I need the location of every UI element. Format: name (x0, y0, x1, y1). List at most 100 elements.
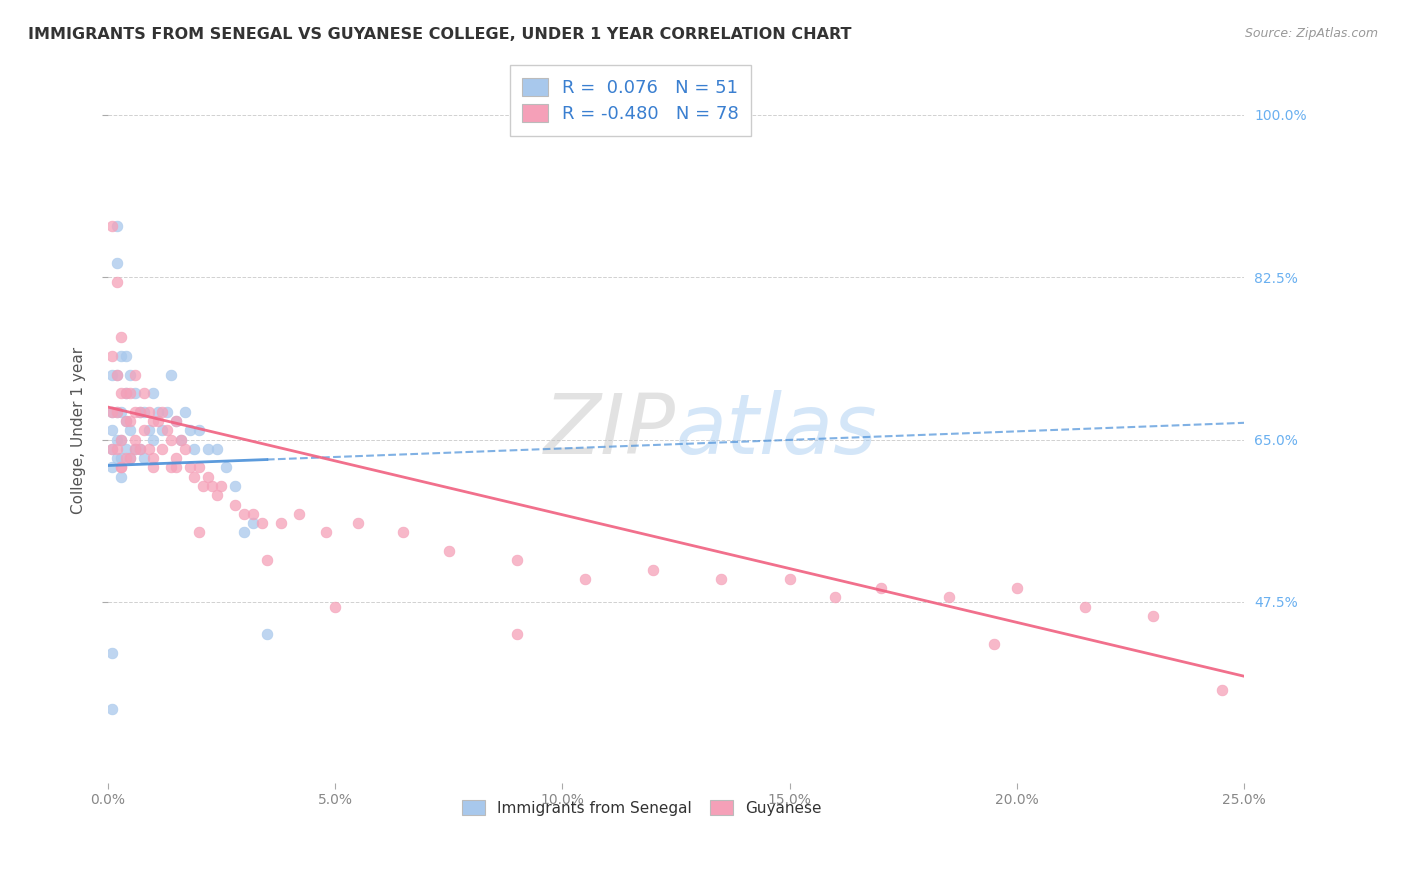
Legend: Immigrants from Senegal, Guyanese: Immigrants from Senegal, Guyanese (453, 790, 831, 825)
Point (128, 405, 150, 419)
Point (869, 581, 891, 595)
Point (115, 349, 138, 363)
Point (101, 405, 124, 419)
Point (146, 414, 169, 428)
Point (105, 256, 128, 270)
Point (110, 460, 132, 475)
Point (165, 460, 187, 475)
Point (128, 442, 150, 456)
Point (110, 405, 132, 419)
Point (287, 507, 309, 521)
Point (710, 572, 733, 586)
Point (392, 525, 415, 540)
Point (105, 405, 128, 419)
Point (105, 442, 128, 456)
Point (120, 414, 142, 428)
Point (101, 219, 124, 233)
Point (110, 469, 132, 483)
Point (124, 368, 146, 382)
Point (270, 516, 292, 530)
Point (1005, 581, 1028, 595)
Point (174, 442, 197, 456)
Point (115, 451, 138, 466)
Point (110, 460, 132, 475)
Point (110, 451, 132, 466)
Point (1211, 683, 1233, 698)
Point (124, 405, 146, 419)
Point (643, 562, 665, 576)
Point (574, 572, 596, 586)
Point (142, 433, 165, 447)
Point (179, 460, 201, 475)
Point (233, 507, 256, 521)
Point (101, 349, 124, 363)
Point (160, 433, 183, 447)
Point (150, 405, 173, 419)
Point (128, 405, 150, 419)
Point (256, 627, 278, 641)
Point (224, 479, 246, 493)
Point (142, 460, 165, 475)
Point (124, 442, 146, 456)
Point (110, 386, 132, 401)
Point (150, 442, 173, 456)
Point (115, 386, 138, 401)
Text: atlas: atlas (676, 390, 877, 471)
Y-axis label: College, Under 1 year: College, Under 1 year (72, 347, 86, 514)
Point (134, 405, 156, 419)
Point (187, 525, 209, 540)
Point (138, 442, 160, 456)
Point (101, 646, 124, 660)
Point (197, 469, 219, 483)
Point (142, 451, 165, 466)
Point (134, 451, 156, 466)
Point (938, 591, 960, 605)
Point (120, 368, 142, 382)
Point (242, 507, 264, 521)
Point (346, 516, 368, 530)
Point (179, 423, 201, 437)
Point (323, 599, 346, 614)
Point (105, 433, 128, 447)
Point (128, 442, 150, 456)
Point (105, 219, 128, 233)
Point (101, 460, 124, 475)
Point (252, 516, 274, 530)
Text: IMMIGRANTS FROM SENEGAL VS GUYANESE COLLEGE, UNDER 1 YEAR CORRELATION CHART: IMMIGRANTS FROM SENEGAL VS GUYANESE COLL… (28, 27, 852, 42)
Point (120, 423, 142, 437)
Point (142, 386, 165, 401)
Point (824, 591, 846, 605)
Point (101, 442, 124, 456)
Point (105, 368, 128, 382)
Point (138, 423, 160, 437)
Point (105, 451, 128, 466)
Point (142, 414, 165, 428)
Point (110, 433, 132, 447)
Point (105, 405, 128, 419)
Point (183, 442, 205, 456)
Point (506, 553, 529, 567)
Point (150, 423, 173, 437)
Point (110, 330, 132, 344)
Point (169, 433, 191, 447)
Point (124, 442, 146, 456)
Point (174, 405, 197, 419)
Point (110, 433, 132, 447)
Point (115, 386, 138, 401)
Point (101, 702, 124, 716)
Point (215, 460, 238, 475)
Point (205, 442, 228, 456)
Text: ZIP: ZIP (544, 390, 676, 471)
Point (437, 544, 460, 558)
Point (201, 479, 224, 493)
Point (1074, 599, 1097, 614)
Point (105, 368, 128, 382)
Point (165, 414, 187, 428)
Point (101, 405, 124, 419)
Point (183, 469, 205, 483)
Point (115, 414, 138, 428)
Point (224, 498, 246, 512)
Point (124, 433, 146, 447)
Text: Source: ZipAtlas.com: Source: ZipAtlas.com (1244, 27, 1378, 40)
Point (101, 368, 124, 382)
